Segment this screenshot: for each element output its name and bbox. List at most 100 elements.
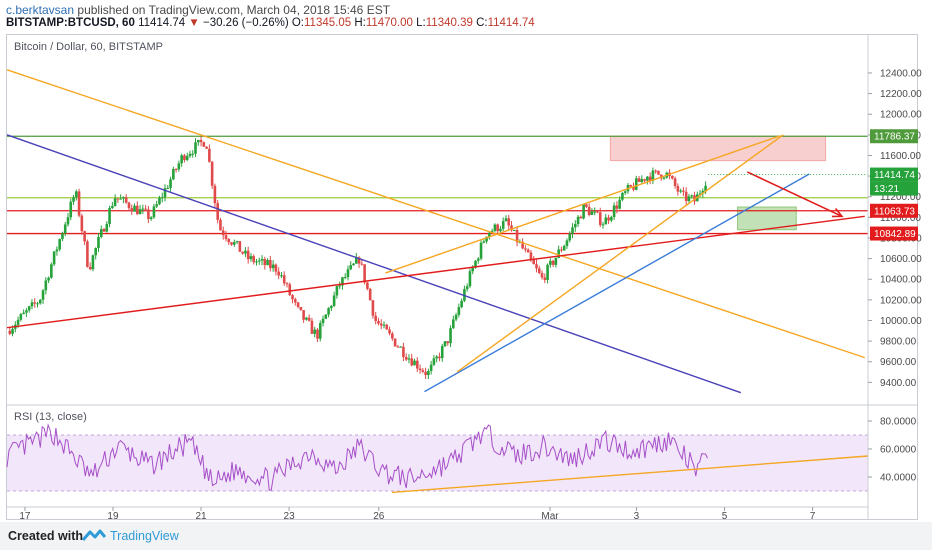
candle-body — [604, 217, 608, 225]
tradingview-brand-link[interactable]: TradingView — [110, 529, 179, 543]
candle-body — [690, 195, 694, 197]
created-with-label: Created with — [8, 529, 84, 543]
candle-body — [529, 252, 533, 260]
candle-body — [307, 317, 311, 321]
trendline-wedge-lower — [456, 134, 784, 373]
candle-body — [651, 170, 655, 181]
price-chart-title: Bitcoin / Dollar, 60, BITSTAMP — [14, 41, 163, 53]
candle-body — [313, 329, 317, 334]
rsi-tick-label: 60.0000 — [880, 445, 917, 456]
countdown-badge-bg — [870, 181, 918, 196]
candle-body — [213, 185, 217, 204]
candle-body — [621, 192, 624, 200]
candle-body — [244, 250, 247, 254]
candle-body — [526, 249, 530, 253]
candle-body — [260, 259, 264, 261]
candle-body — [521, 241, 524, 249]
candle-body — [582, 204, 585, 219]
level-badge: 11063.73 — [874, 206, 915, 217]
candle-body — [571, 227, 574, 234]
rsi-tick-label: 80.0000 — [880, 417, 917, 428]
candle-body — [507, 218, 511, 226]
candle-body — [446, 341, 450, 344]
trendline-red-support — [6, 215, 865, 329]
candle-body — [587, 206, 591, 215]
author-link[interactable]: c.berktavsan — [6, 3, 75, 17]
candle-body — [133, 205, 136, 212]
candle-body — [105, 224, 109, 232]
candle-body — [465, 286, 469, 290]
candle-body — [543, 277, 547, 281]
candle-body — [172, 168, 175, 180]
candle-body — [634, 178, 638, 190]
published-text: published on TradingView.com, March 04, … — [77, 3, 391, 17]
candle-body — [69, 201, 73, 218]
candle-body — [183, 155, 186, 160]
last-price: 11414.74 — [138, 17, 186, 29]
candle-body — [72, 197, 75, 202]
candle-body — [177, 163, 181, 170]
candle-body — [36, 303, 39, 305]
candle-body — [155, 204, 158, 207]
candle-body — [360, 263, 364, 265]
candle-body — [135, 205, 139, 215]
candle-body — [122, 197, 125, 199]
open-label: O: — [291, 17, 304, 29]
candle-body — [385, 324, 389, 330]
rsi-trendline — [391, 455, 869, 494]
close-value: 11414.74 — [487, 17, 535, 29]
close-label: C: — [476, 17, 488, 29]
candle-body — [657, 170, 660, 175]
candle-body — [291, 295, 294, 300]
price-tick-label: 10000.00 — [880, 316, 922, 327]
candle-body — [75, 191, 78, 198]
candle-body — [382, 324, 386, 326]
candle-body — [16, 319, 20, 325]
candle-body — [191, 153, 195, 155]
candle-body — [324, 314, 328, 319]
candle-body — [227, 238, 231, 243]
price-tick-label: 11600.00 — [880, 151, 921, 162]
forecast-arrow-line — [746, 171, 843, 218]
candle-body — [440, 346, 444, 359]
candle-body — [601, 224, 605, 226]
candle-body — [415, 360, 419, 369]
price-tick-label: 11000.00 — [880, 213, 921, 224]
candle-body — [111, 206, 114, 208]
candle-body — [610, 217, 613, 221]
time-tick-label: 26 — [373, 511, 385, 522]
candle-body — [332, 295, 336, 306]
axis-layer: 12400.0012200.0012000.0011800.0011600.00… — [7, 35, 922, 522]
candle-body — [482, 241, 486, 243]
candle-body — [640, 179, 644, 183]
candle-body — [499, 228, 502, 232]
candle-body — [296, 302, 300, 307]
time-tick-label: 23 — [284, 511, 296, 522]
candle-body — [532, 259, 536, 265]
candle-body — [216, 203, 219, 220]
candle-body — [612, 205, 616, 218]
candle-body — [185, 156, 189, 160]
change-down-icon: ▼ — [188, 17, 200, 29]
candle-body — [205, 146, 208, 149]
candle-body — [235, 241, 239, 243]
candle-body — [263, 259, 267, 266]
candle-body — [343, 277, 347, 279]
candle-body — [429, 364, 433, 371]
candle-body — [573, 224, 577, 228]
candle-body — [97, 237, 100, 249]
candle-body — [50, 264, 53, 278]
candle-body — [141, 208, 145, 210]
candle-body — [102, 229, 106, 232]
candle-body — [388, 329, 391, 334]
last-price-badge-bg — [870, 167, 918, 182]
candle-body — [421, 370, 425, 372]
price-tick-label: 11200.00 — [880, 192, 921, 203]
low-label: L: — [416, 17, 426, 29]
chart-canvas[interactable]: 12400.0012200.0012000.0011800.0011600.00… — [0, 0, 932, 522]
candle-body — [349, 265, 353, 270]
candle-body — [418, 368, 422, 371]
candle-body — [130, 208, 134, 212]
candle-body — [393, 338, 397, 347]
rsi-band — [7, 435, 868, 491]
